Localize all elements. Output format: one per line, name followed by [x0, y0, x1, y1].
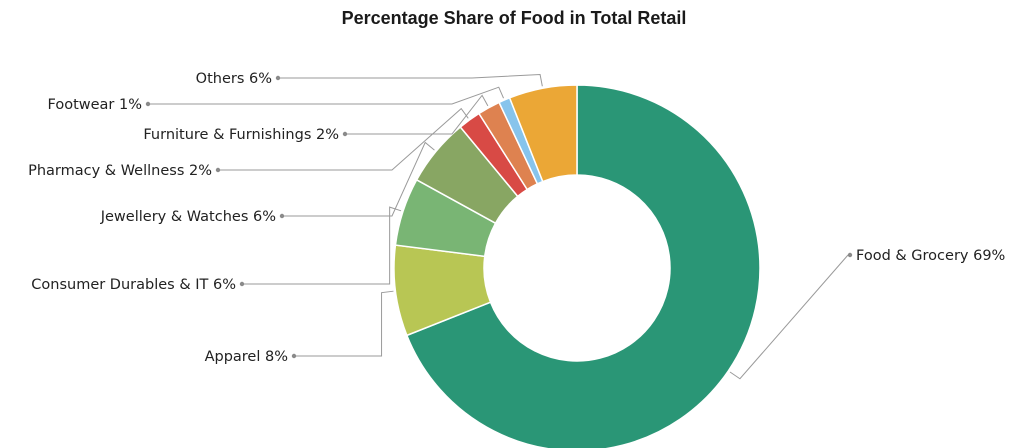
leader-dot [145, 101, 151, 107]
donut-slice-food-grocery [405, 84, 761, 448]
leader-line [284, 141, 435, 217]
leader-dot [847, 252, 853, 258]
leader-line [296, 290, 394, 357]
data-label: Consumer Durables & IT 6% [31, 277, 236, 293]
leader-line [280, 73, 543, 87]
leader-dot [342, 131, 348, 137]
data-label: Furniture & Furnishings 2% [143, 127, 339, 143]
data-label: Apparel 8% [205, 349, 288, 365]
leader-line [220, 107, 469, 171]
data-label: Jewellery & Watches 6% [100, 209, 276, 225]
leader-dot [215, 167, 221, 173]
leader-dot [291, 353, 297, 359]
leader-dot [275, 75, 281, 81]
donut-slice-others [508, 84, 578, 183]
chart-title: Percentage Share of Food in Total Retail [341, 8, 687, 28]
data-label: Pharmacy & Wellness 2% [28, 163, 212, 179]
leader-dot [239, 281, 245, 287]
data-label: Others 6% [196, 71, 272, 87]
data-label: Food & Grocery 69% [856, 248, 1005, 264]
leader-dot [279, 213, 285, 219]
leader-line [347, 94, 489, 135]
leader-line [729, 254, 849, 380]
leader-line [150, 86, 504, 105]
data-label: Footwear 1% [48, 97, 143, 113]
